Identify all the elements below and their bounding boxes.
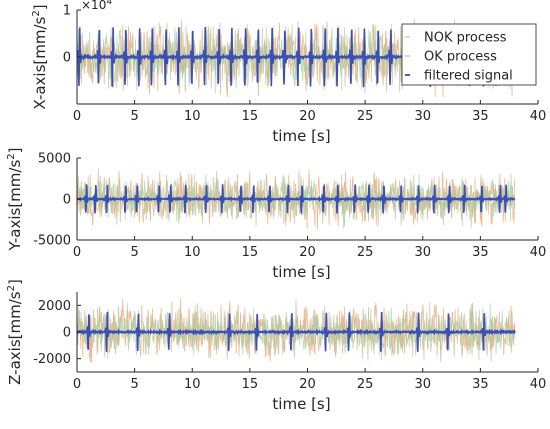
x-tick-label: 20 xyxy=(299,377,316,392)
x-tick-label: 15 xyxy=(242,377,259,392)
legend-label-filtered: filtered signal xyxy=(424,69,513,84)
y-tick-label: 0 xyxy=(63,193,71,208)
series-filtered-line xyxy=(77,311,516,352)
x-tick-label: 35 xyxy=(472,109,489,124)
x-tick-label: 30 xyxy=(414,245,431,260)
subplot-1: 0 5 10 15 20 25 30 35 40 0 1 time [s] X-axis[mm/s2] ×… xyxy=(31,0,546,145)
x-tick-label: 5 xyxy=(130,245,138,260)
legend-label-nok: NOK process xyxy=(424,31,507,46)
x-tick-label: 10 xyxy=(184,377,201,392)
x-tick-label: 0 xyxy=(73,109,81,124)
plot-area xyxy=(77,298,516,363)
x-tick-label: 35 xyxy=(472,377,489,392)
x-tick-label: 10 xyxy=(184,245,201,260)
legend: NOK process OK process filtered signal xyxy=(401,23,537,86)
plot-area xyxy=(77,168,516,230)
y-tick-label: 5000 xyxy=(38,152,71,167)
x-tick-label: 40 xyxy=(530,109,547,124)
x-tick-label: 15 xyxy=(242,109,259,124)
x-tick-label: 20 xyxy=(299,109,316,124)
y-tick-label: 0 xyxy=(63,326,71,341)
y-axis-label: Z-axis[mm/s2] xyxy=(6,279,24,385)
y-tick-label: -5000 xyxy=(33,234,71,249)
y-tick-label: 2000 xyxy=(38,299,71,314)
x-tick-label: 20 xyxy=(299,245,316,260)
y-axis-label: Y-axis[mm/s2] xyxy=(6,147,24,251)
x-tick-label: 30 xyxy=(414,377,431,392)
x-tick-label: 5 xyxy=(130,377,138,392)
x-tick-label: 0 xyxy=(73,377,81,392)
y-tick-label: -2000 xyxy=(33,352,71,367)
y-exponent-label: ×104 xyxy=(81,0,112,12)
x-tick-label: 25 xyxy=(357,109,374,124)
x-tick-label: 40 xyxy=(530,245,547,260)
x-tick-label: 10 xyxy=(184,109,201,124)
x-tick-label: 15 xyxy=(242,245,259,260)
series-ok-line xyxy=(77,168,516,229)
series-ok-line xyxy=(77,302,516,362)
y-axis-label: X-axis[mm/s2] xyxy=(31,4,49,109)
x-tick-label: 5 xyxy=(130,109,138,124)
x-tick-label: 35 xyxy=(472,245,489,260)
x-tick-label: 25 xyxy=(357,245,374,260)
x-tick-label: 0 xyxy=(73,245,81,260)
x-tick-label: 40 xyxy=(530,377,547,392)
x-axis-label: time [s] xyxy=(272,127,330,145)
series-filtered-line xyxy=(77,183,516,216)
x-tick-label: 25 xyxy=(357,377,374,392)
y-tick-label: 0 xyxy=(63,51,71,66)
legend-box xyxy=(401,23,537,86)
y-tick-label: 1 xyxy=(63,4,71,19)
x-tick-label: 30 xyxy=(414,109,431,124)
x-axis-label: time [s] xyxy=(272,263,330,281)
x-axis-label: time [s] xyxy=(272,395,330,413)
legend-label-ok: OK process xyxy=(424,50,497,65)
